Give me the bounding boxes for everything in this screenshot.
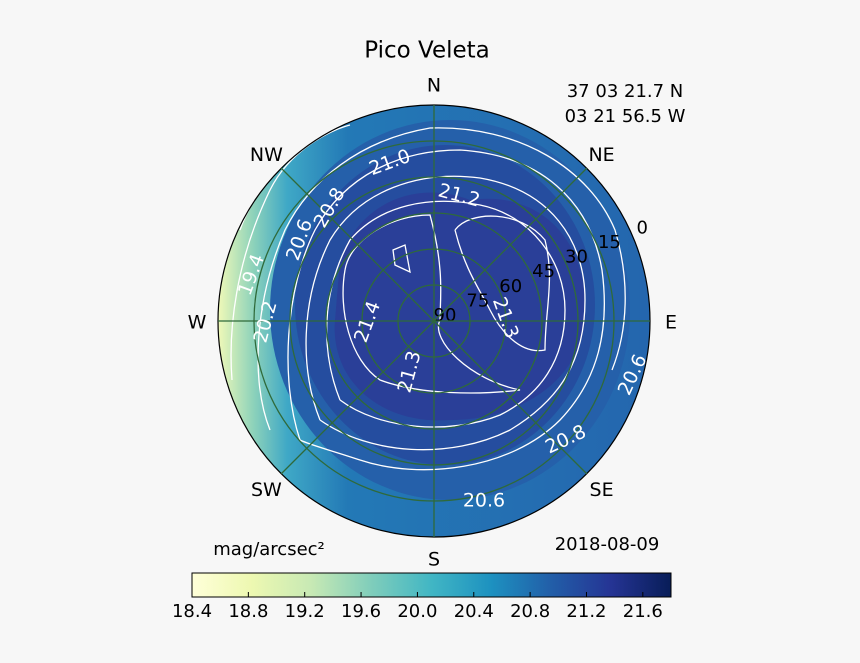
r-tick-label: 90 xyxy=(434,305,457,326)
theta-tick-label: W xyxy=(188,312,207,334)
r-tick-label: 75 xyxy=(466,290,489,311)
r-tick-label: 45 xyxy=(532,261,555,282)
theta-tick-label: NW xyxy=(250,144,283,166)
colorbar-tick-label: 18.8 xyxy=(228,601,268,622)
theta-tick-label: NE xyxy=(588,144,614,166)
r-tick-label: 15 xyxy=(598,232,621,253)
date: 2018-08-09 xyxy=(555,534,660,555)
grid-spoke xyxy=(433,167,588,322)
colorbar-label: mag/arcsec² xyxy=(213,539,325,560)
r-tick-label: 30 xyxy=(565,247,588,268)
colorbar-tick-label: 20.4 xyxy=(454,601,494,622)
r-tick-label: 60 xyxy=(499,276,522,297)
contour-label: 20.6 xyxy=(463,490,505,512)
theta-tick-label: E xyxy=(665,312,677,334)
colorbar xyxy=(191,572,672,598)
colorbar-tick-label: 20.8 xyxy=(510,601,550,622)
colorbar-tick-label: 20.0 xyxy=(397,601,437,622)
grid-spoke xyxy=(280,167,435,322)
theta-tick-label: S xyxy=(428,549,440,571)
longitude: 03 21 56.5 W xyxy=(565,106,686,127)
grid-spoke xyxy=(280,320,435,475)
colorbar-tick-label: 21.2 xyxy=(566,601,606,622)
theta-tick-label: SE xyxy=(590,479,614,501)
theta-tick-label: SW xyxy=(251,479,282,501)
chart-title: Pico Veleta xyxy=(364,38,490,64)
colorbar-tick-label: 18.4 xyxy=(172,601,212,622)
grid-spoke xyxy=(433,320,588,475)
theta-tick-label: N xyxy=(427,75,441,97)
colorbar-tick-label: 21.6 xyxy=(623,601,663,622)
colorbar-tick-label: 19.6 xyxy=(341,601,381,622)
latitude: 37 03 21.7 N xyxy=(567,81,684,102)
colorbar-tick-label: 19.2 xyxy=(285,601,325,622)
r-tick-label: 0 xyxy=(637,217,648,238)
